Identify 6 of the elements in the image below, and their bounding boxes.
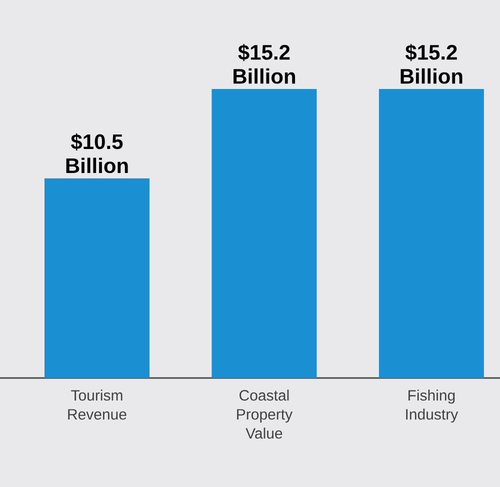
x-tick-label: Fishing Industry [406,390,458,423]
x-tick-label: Coastal Property Value [237,390,293,439]
data-label: $15.2 Billion [234,44,296,84]
data-label: $15.2 Billion [400,44,462,84]
data-label: $10.5 Billion [66,133,128,174]
x-tick-label: Tourism Revenue [68,390,126,420]
